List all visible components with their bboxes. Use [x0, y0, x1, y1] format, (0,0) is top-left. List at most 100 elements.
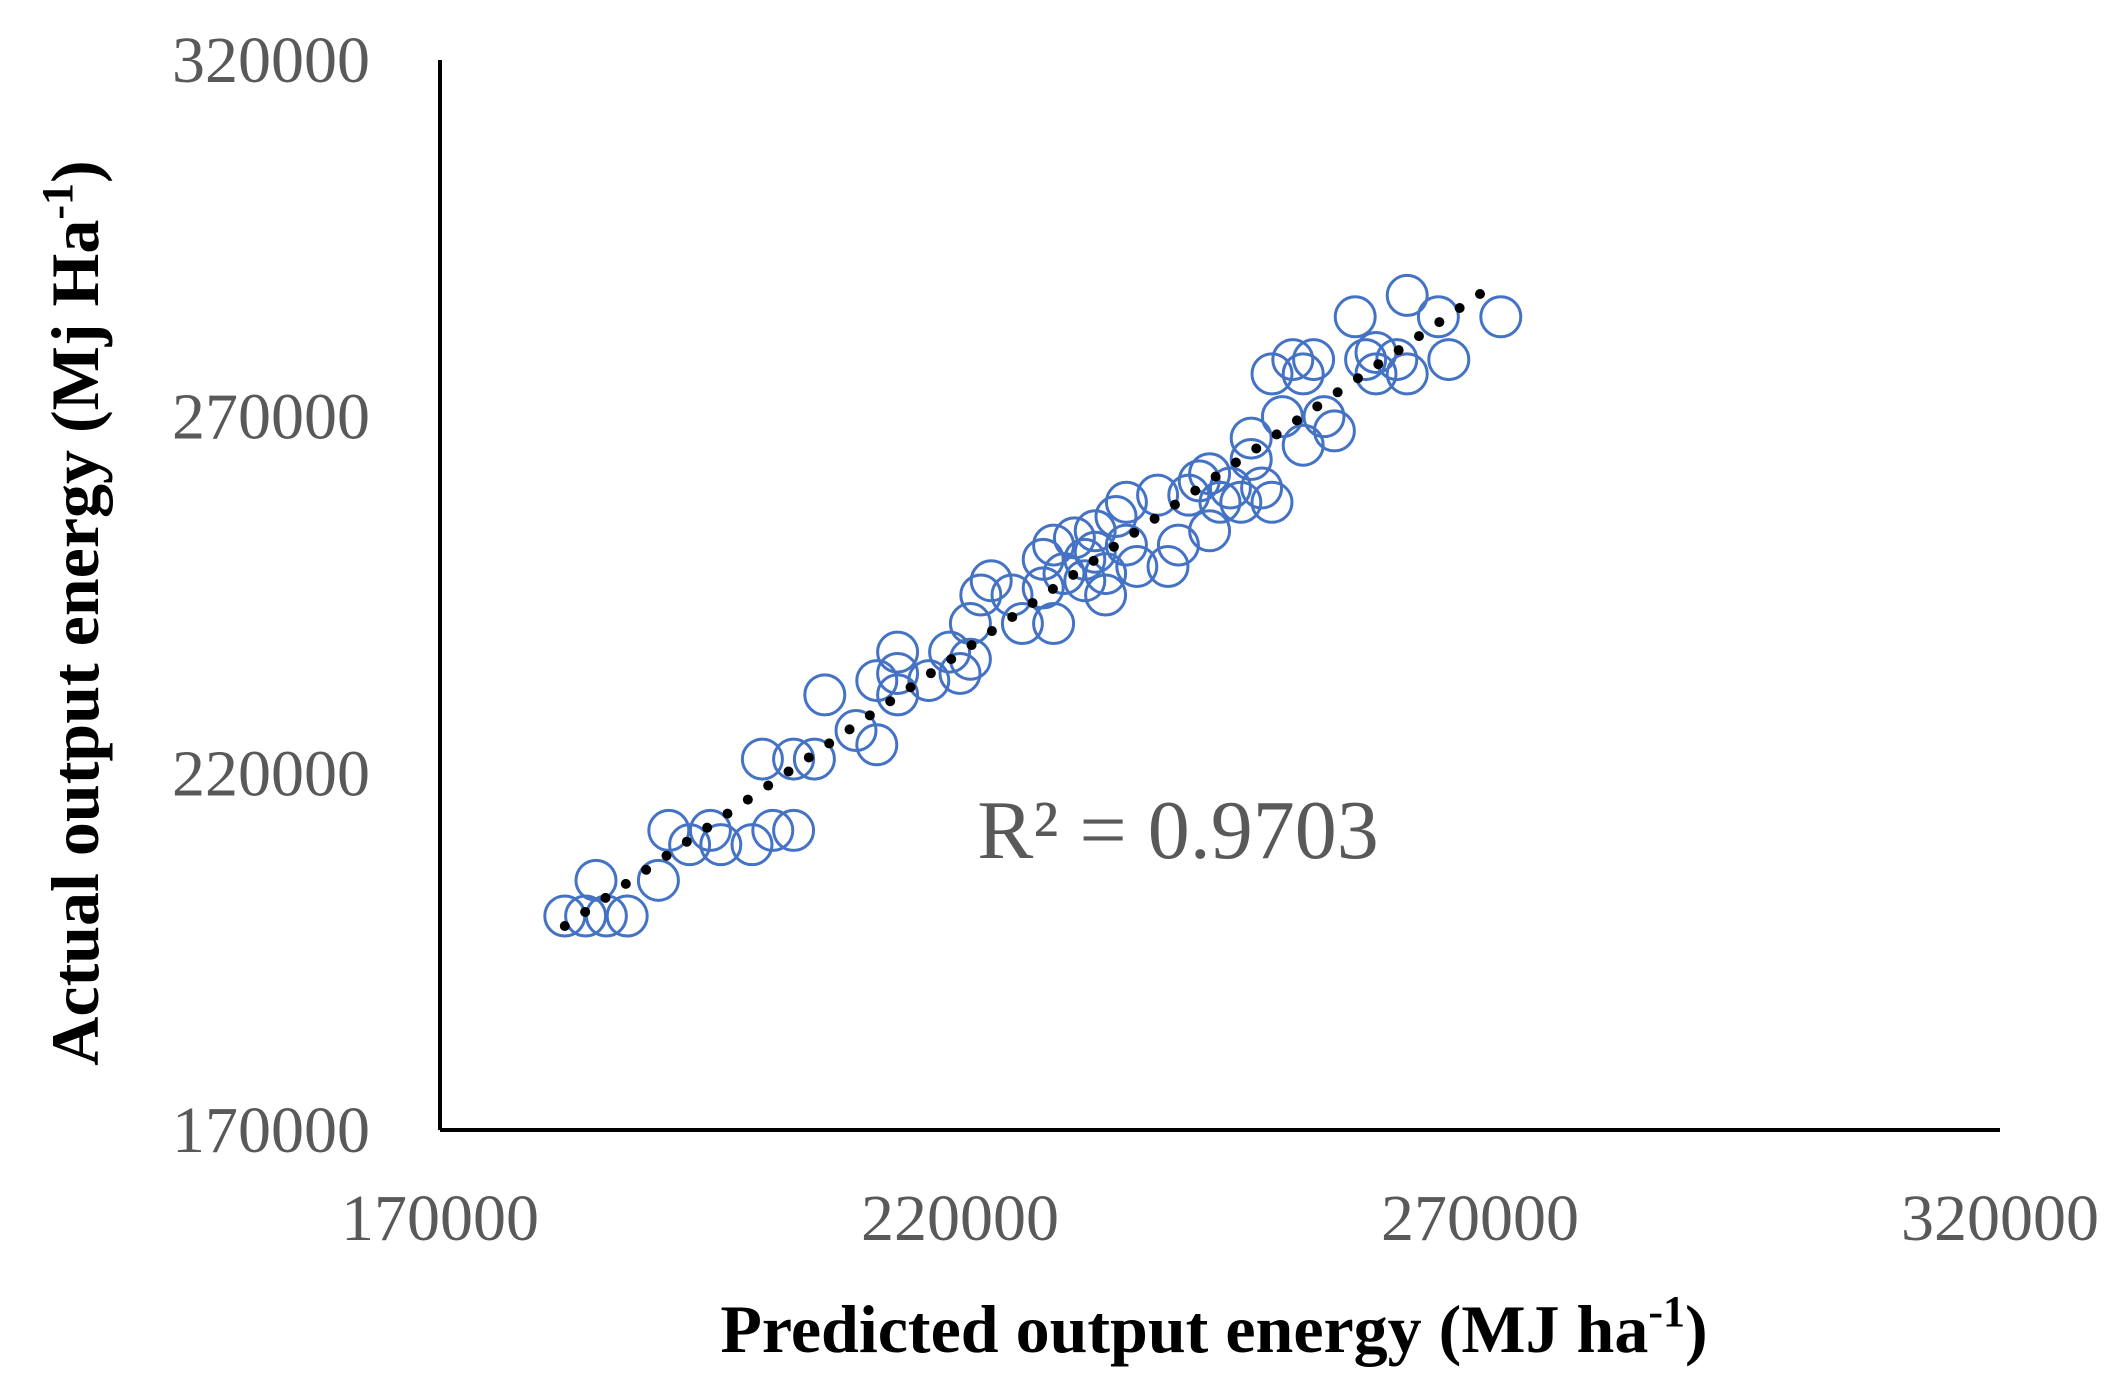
data-point	[1260, 395, 1304, 439]
data-point	[959, 573, 1003, 617]
trendline-dot	[844, 724, 855, 735]
trendline-dot	[1291, 415, 1302, 426]
trendline-dot	[1007, 612, 1018, 623]
data-point	[1073, 530, 1117, 574]
x-tick-label: 320000	[1901, 1182, 2099, 1255]
data-point	[1063, 559, 1107, 603]
trendline-dot	[1312, 401, 1323, 412]
data-point	[688, 808, 732, 852]
trendline-dot	[742, 794, 753, 805]
trendline-dot	[559, 920, 570, 931]
trendline-dot	[885, 696, 896, 707]
trendline-dot	[864, 710, 875, 721]
data-point	[1344, 338, 1388, 382]
trendline-dot	[702, 822, 713, 833]
data-point	[1032, 523, 1076, 567]
x-axis-title-tail: )	[1685, 1291, 1708, 1367]
data-point	[1052, 516, 1096, 560]
data-point	[792, 737, 836, 781]
y-axis-title: Actual output energy (Mj Ha-1)	[33, 160, 113, 1065]
trendline-dot	[763, 780, 774, 791]
trendline-dot	[1027, 597, 1038, 608]
data-point	[1229, 437, 1273, 481]
data-point	[1281, 423, 1325, 467]
trendline-dot	[986, 626, 997, 637]
y-axis-title-tail: )	[37, 160, 113, 183]
trendline-dot	[824, 738, 835, 749]
x-axis-title-sup: -1	[1648, 1287, 1685, 1336]
data-point	[803, 673, 847, 717]
data-point	[948, 602, 992, 646]
data-point	[1188, 509, 1232, 553]
trendline-dot	[1475, 288, 1485, 299]
data-point	[1292, 338, 1336, 382]
data-point	[1073, 509, 1117, 553]
y-tick-label: 320000	[172, 24, 370, 97]
data-point	[1416, 295, 1460, 339]
data-point	[1219, 480, 1263, 524]
data-point	[1250, 352, 1294, 396]
data-point	[647, 808, 691, 852]
x-tick-label: 270000	[1381, 1182, 1579, 1255]
trendline-dot	[905, 682, 916, 693]
x-axis-title: Predicted output energy (MJ ha-1)	[720, 1287, 1707, 1367]
data-point	[1021, 537, 1065, 581]
data-point	[1146, 544, 1190, 588]
trendline-group	[559, 288, 1485, 931]
trendline-dot	[1129, 527, 1140, 538]
data-point	[772, 737, 816, 781]
trendline-dot	[1210, 471, 1221, 482]
data-point	[1115, 544, 1159, 588]
data-point	[1385, 352, 1429, 396]
data-point	[730, 823, 774, 867]
data-point	[1156, 523, 1200, 567]
r-squared-annotation: R² = 0.9703	[977, 784, 1379, 877]
data-points-group	[543, 273, 1523, 938]
data-point	[1063, 537, 1107, 581]
trendline-dot	[1352, 373, 1363, 384]
trendline-dot	[783, 766, 794, 777]
data-point	[1427, 338, 1471, 382]
trendline-dot	[946, 654, 957, 665]
trendline-dot	[1190, 485, 1201, 496]
trendline-dot	[1332, 387, 1343, 398]
y-tick-label: 170000	[172, 1094, 370, 1167]
trendline-dot	[1108, 541, 1119, 552]
trendline-dot	[1047, 583, 1058, 594]
data-point	[1479, 295, 1523, 339]
data-point	[1198, 480, 1242, 524]
y-tick-label: 270000	[172, 381, 370, 454]
data-point	[751, 808, 795, 852]
trendline-dot	[600, 892, 611, 903]
data-point	[1229, 416, 1273, 460]
y-tick-label: 220000	[172, 737, 370, 810]
trendline-dot	[1251, 443, 1262, 454]
x-axis-title-main: Predicted output energy (MJ ha	[720, 1291, 1648, 1367]
data-point	[855, 723, 899, 767]
data-point	[1188, 452, 1232, 496]
data-point	[876, 673, 920, 717]
data-point	[907, 659, 951, 703]
x-tick-labels: 170000 220000 270000 320000	[341, 1182, 2099, 1255]
data-point	[1104, 523, 1148, 567]
data-point	[1094, 495, 1138, 539]
trendline-dot	[661, 850, 672, 861]
data-point	[1250, 480, 1294, 524]
data-point	[834, 709, 878, 753]
trendline-dot	[722, 808, 733, 819]
trendline-dot	[641, 864, 652, 875]
trendline-dot	[1149, 513, 1160, 524]
trendline-dot	[1393, 345, 1404, 356]
trendline-dot	[1088, 555, 1099, 566]
data-point	[1032, 602, 1076, 646]
data-point	[605, 894, 649, 938]
trendline-dot	[1068, 569, 1079, 580]
x-tick-label: 220000	[861, 1182, 1059, 1255]
data-point	[1104, 480, 1148, 524]
trendline-dot	[1230, 457, 1241, 468]
data-point	[574, 858, 618, 902]
data-point	[1333, 295, 1377, 339]
data-point	[740, 737, 784, 781]
